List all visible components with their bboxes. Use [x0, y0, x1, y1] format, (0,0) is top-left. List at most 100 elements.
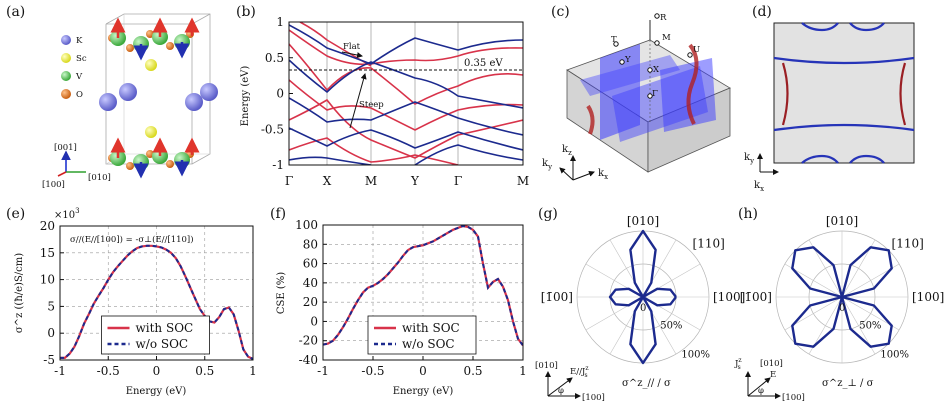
f-series — [323, 225, 523, 347]
kx-label: k — [598, 168, 605, 179]
svg-text:Jzs: Jz s — [734, 357, 742, 371]
kpoint-R: R — [660, 13, 667, 23]
g-dir-diag: [110] — [693, 236, 725, 250]
h-inset-phi: φ — [758, 386, 764, 396]
svg-text:E//Jzs: E//Jz s — [570, 365, 589, 379]
g-dir-right: [100] — [713, 290, 745, 304]
e-frame — [59, 225, 254, 361]
g-quantity: σ^z_// / σ — [622, 378, 671, 389]
e-legend-box — [101, 315, 210, 355]
svg-text:×103: ×103 — [54, 207, 80, 221]
kpoint-Gamma: Γ — [652, 89, 658, 99]
f-ytick-label: 80 — [303, 237, 318, 251]
e-xtick-label: 0.5 — [195, 364, 214, 378]
g-polar-curve — [608, 229, 677, 365]
e-ytick-label: -5 — [43, 353, 55, 367]
g-dir-top: [010] — [627, 214, 659, 228]
atom-K — [119, 83, 137, 101]
band-kpoint-label: M — [365, 174, 377, 188]
h-polar-curve — [791, 246, 893, 348]
panel-a: (a) K Sc V O — [6, 4, 218, 190]
svg-text:ky: ky — [744, 152, 754, 165]
fermi-2d-frame — [773, 22, 915, 164]
panel-label-a: (a) — [6, 4, 25, 20]
band-kpoint-label: M — [517, 174, 529, 188]
h-radial-tick: 100% — [880, 350, 909, 361]
band-ytick-label: -0.5 — [261, 122, 284, 136]
h-radial-tick: 50% — [859, 320, 881, 331]
g-inset-esup: z — [585, 365, 588, 372]
band-ytick-label: 1 — [276, 15, 284, 29]
kpoint-X: X — [653, 65, 660, 75]
f-legend-label: w/o SOC — [402, 337, 455, 351]
svg-text:kx: kx — [598, 168, 608, 181]
band-ytick-label: 0 — [276, 87, 284, 101]
svg-text:ky: ky — [542, 158, 552, 171]
f-xtick-label: -1 — [317, 364, 329, 378]
panel-label-g: (g) — [538, 206, 558, 222]
band-annotation-steep: Steep — [359, 100, 384, 110]
h-radial-tick: 0 — [839, 303, 845, 314]
fermi-2d-contours — [773, 22, 915, 164]
h-inset-jsub: s — [738, 364, 741, 371]
band-kpoint-label: X — [323, 174, 332, 188]
band-kpoint-label: Γ — [454, 174, 462, 188]
band-frame — [288, 21, 524, 166]
f-ytick-label: 100 — [295, 218, 318, 232]
g-radial-tick: 50% — [660, 320, 682, 331]
svg-text:kx: kx — [754, 180, 764, 193]
e-ytick-label: 10 — [40, 273, 55, 287]
kpoint-T: T — [611, 35, 617, 45]
e-xtick-label: -1 — [54, 364, 66, 378]
axis-label-100: [100] — [42, 180, 65, 190]
panel-d-axes: ky kx — [744, 152, 779, 193]
e-ylabel: σ^z ((ħ/e)S/cm) — [14, 253, 25, 333]
e-xtick-label: 1 — [249, 364, 257, 378]
band-ylabel: Energy (eV) — [240, 66, 251, 127]
e-title: σ//(E//[100]) = -σ⊥(E//[110]) — [70, 234, 194, 245]
e-series — [60, 244, 253, 360]
bottom-V-layer — [108, 137, 200, 179]
g-inset-y: [010] — [535, 361, 558, 371]
panel-e: (e) ×103 -1 -0.5 0 0.5 1 20 15 10 5 0 -5 σ//(E//[1… — [6, 206, 257, 397]
g-polar: [010] [100] [1̄00] [110] 0 50% 100% — [541, 214, 745, 365]
crystal-axes: [001] [010] [100] — [42, 143, 111, 190]
kpoint-U: U — [693, 45, 700, 55]
e-series-line — [60, 244, 253, 360]
h-dir-right: [100] — [912, 290, 944, 304]
h-inset-jsup: z — [738, 357, 741, 364]
kpoint-M: M — [662, 33, 671, 43]
f-xlabel: Energy (eV) — [393, 386, 454, 397]
panel-g: (g) [010] [100] [1̄00] [110] 0 50% 100% σ^z_//… — [535, 206, 745, 403]
band-ytick-label: 0.5 — [265, 51, 284, 65]
band-curves — [289, 22, 523, 165]
f-xtick-label: -0.5 — [361, 364, 384, 378]
band-kpoint-label: Y — [410, 174, 420, 188]
h-inset: Jz s [010] E [100] φ — [734, 357, 805, 403]
h-inset-j: J — [734, 359, 739, 369]
e-legend-label: with SOC — [136, 321, 194, 335]
f-frame — [322, 224, 524, 361]
g-inset-phi: φ — [558, 386, 564, 396]
legend-label-O: O — [76, 90, 83, 100]
f-ticks: -1 -0.5 0 0.5 1 100 80 60 40 20 0 -20 -40 — [295, 218, 527, 378]
brillouin-zone-box — [566, 20, 731, 173]
panel-label-d: (d) — [752, 4, 772, 20]
f-ytick-label: -40 — [299, 353, 318, 367]
f-ytick-label: 0 — [310, 314, 318, 328]
e-legend-label: w/o SOC — [136, 337, 189, 351]
panel-h: (h) [010] [100] [1̄00] [110] 0 50% 100% σ^z_⊥ … — [734, 206, 944, 403]
f-ytick-label: 20 — [303, 295, 318, 309]
kz-label: k — [562, 144, 569, 155]
panel-d-kx: k — [754, 180, 761, 191]
panel-label-h: (h) — [738, 206, 758, 222]
band-level-label: 0.35 eV — [464, 58, 503, 69]
h-polar: [010] [100] [1̄00] [110] 0 50% 100% — [740, 214, 944, 364]
legend-label-K: K — [76, 36, 83, 46]
panel-c: (c) R T M U Y X Γ kz ky — [542, 4, 731, 181]
e-ytick-label: 20 — [40, 219, 55, 233]
legend-label-V: V — [75, 72, 83, 82]
panel-c-axes: kz ky kx — [542, 144, 608, 181]
